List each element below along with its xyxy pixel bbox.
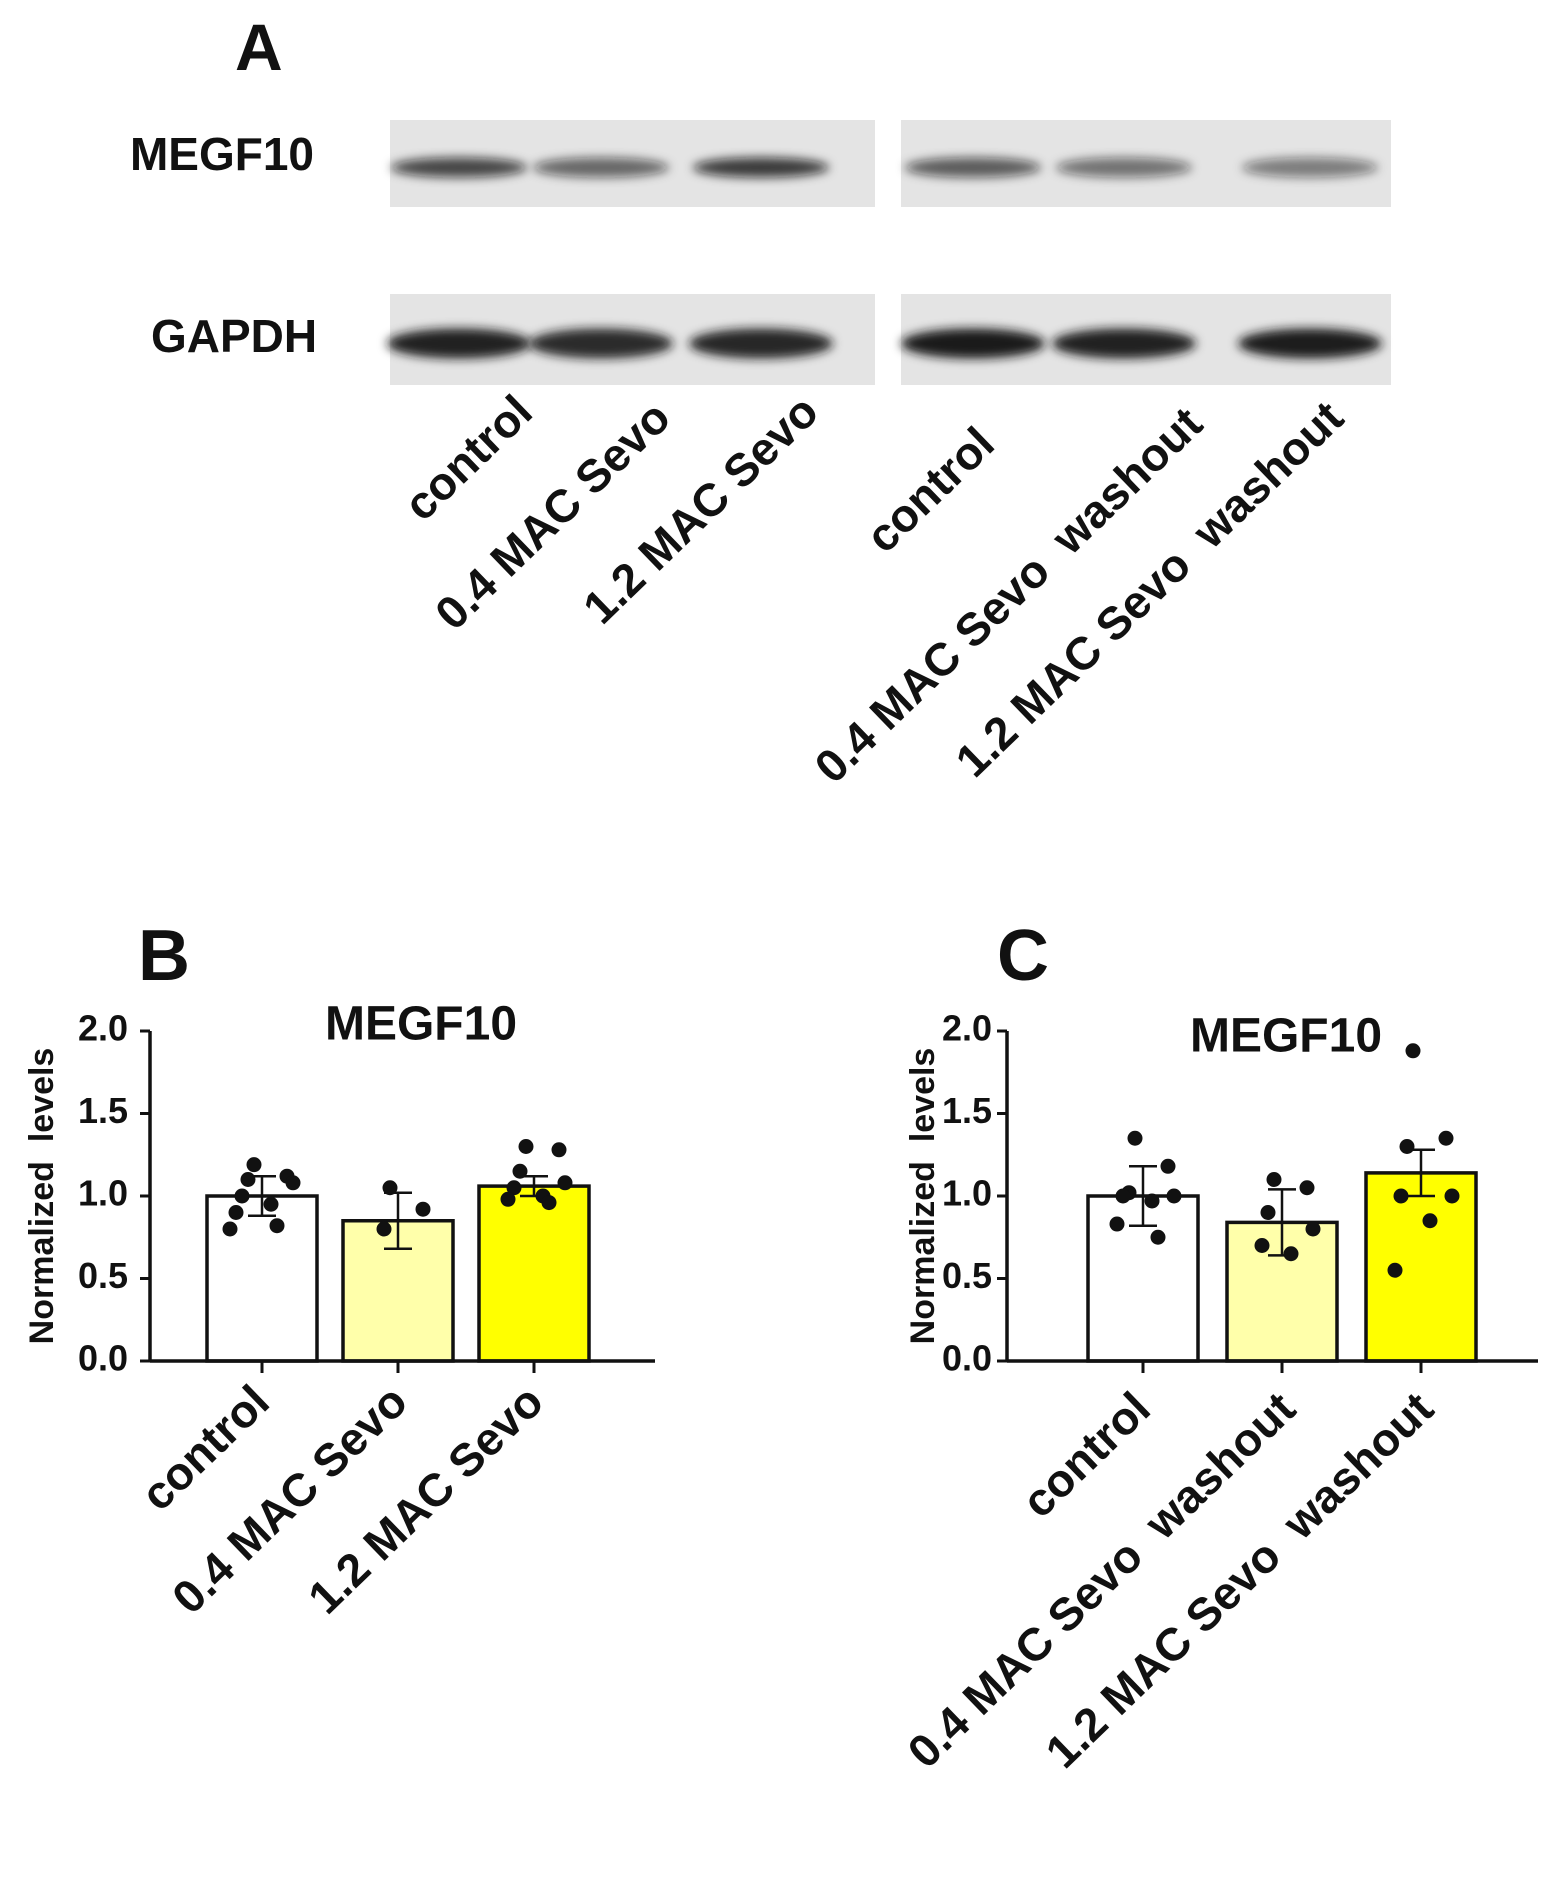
data-point: [240, 1172, 256, 1187]
data-point: [1438, 1130, 1454, 1146]
data-point: [1254, 1238, 1270, 1253]
data-point: [222, 1221, 238, 1237]
blot-band: [901, 328, 1045, 359]
data-point: [285, 1175, 301, 1191]
data-point: [1393, 1188, 1409, 1204]
data-point: [1144, 1193, 1160, 1209]
data-point: [1150, 1229, 1166, 1245]
data-point: [1283, 1246, 1299, 1262]
data-point: [1109, 1216, 1125, 1232]
data-point: [1266, 1172, 1282, 1187]
row-label: MEGF10: [130, 128, 314, 180]
data-point: [1115, 1188, 1131, 1204]
data-point: [415, 1201, 431, 1217]
y-tick-label: 1.0: [78, 1173, 128, 1214]
data-point: [551, 1142, 567, 1158]
data-point: [1260, 1205, 1276, 1220]
blot-band: [1242, 157, 1378, 178]
lane-label: control: [856, 417, 1004, 563]
y-tick-label: 0.5: [942, 1255, 992, 1296]
panel-label: C: [997, 916, 1049, 996]
bar: [1364, 1171, 1478, 1363]
blot-band: [689, 328, 833, 359]
y-tick-label: 0.5: [78, 1255, 128, 1296]
blot-band: [1238, 328, 1382, 359]
data-point: [1160, 1158, 1176, 1174]
data-point: [234, 1188, 250, 1204]
blot-band: [529, 328, 673, 359]
blot-band: [391, 157, 527, 178]
blot-band: [693, 157, 829, 178]
bar: [477, 1184, 591, 1363]
y-tick-label: 1.5: [942, 1090, 992, 1131]
data-point: [500, 1191, 516, 1207]
blot-band: [387, 328, 531, 359]
blot-band: [1056, 157, 1192, 178]
data-point: [1166, 1188, 1182, 1204]
data-point: [246, 1157, 262, 1173]
data-point: [512, 1163, 528, 1179]
data-point: [376, 1221, 392, 1237]
lane-label: control: [394, 385, 542, 531]
data-point: [1299, 1180, 1315, 1196]
data-point: [1444, 1188, 1460, 1204]
data-point: [1305, 1221, 1321, 1237]
panel-label: B: [138, 916, 190, 996]
data-point: [382, 1180, 398, 1196]
data-point: [506, 1180, 522, 1196]
data-point: [269, 1218, 285, 1234]
x-tick-label: 1.2 MAC Sevo: [298, 1375, 553, 1624]
data-point: [228, 1205, 244, 1220]
chart-title: MEGF10: [325, 998, 517, 1051]
chart-title: MEGF10: [1190, 1010, 1382, 1063]
panel-label: A: [235, 10, 283, 84]
y-tick-label: 0.0: [942, 1338, 992, 1379]
y-tick-label: 1.0: [942, 1173, 992, 1214]
row-label: GAPDH: [151, 310, 317, 362]
data-point: [263, 1196, 279, 1212]
data-point: [557, 1175, 573, 1191]
error-bar: [1129, 1165, 1157, 1227]
data-point: [541, 1195, 557, 1211]
y-tick-label: 1.5: [78, 1090, 128, 1131]
blot-band: [1052, 328, 1196, 359]
data-point: [1405, 1043, 1421, 1059]
data-point: [1399, 1139, 1415, 1154]
y-tick-label: 2.0: [942, 1008, 992, 1049]
y-axis-label: Normalized levels: [904, 1048, 942, 1345]
blot-band: [533, 157, 669, 178]
y-tick-label: 2.0: [78, 1008, 128, 1049]
blot-band: [905, 157, 1041, 178]
data-point: [1127, 1130, 1143, 1146]
bar: [205, 1194, 319, 1363]
y-axis-label: Normalized levels: [23, 1048, 61, 1345]
x-tick-label: 0.4 MAC Sevo: [162, 1375, 417, 1624]
y-tick-label: 0.0: [78, 1338, 128, 1379]
x-tick-label: control: [1012, 1382, 1160, 1528]
data-point: [1387, 1262, 1403, 1278]
data-point: [1422, 1213, 1438, 1229]
data-point: [518, 1139, 534, 1154]
